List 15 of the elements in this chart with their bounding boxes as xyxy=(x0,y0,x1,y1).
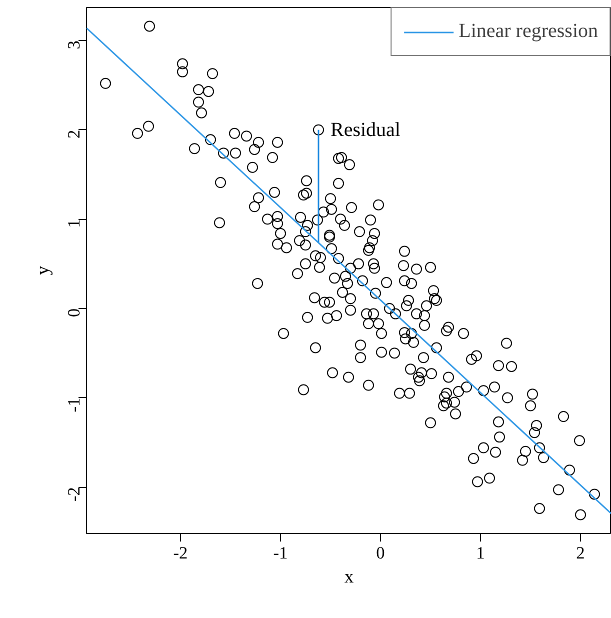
x-axis-title: x xyxy=(344,566,354,588)
y-tick-label: -1 xyxy=(64,398,84,412)
legend-label: Linear regression xyxy=(458,20,598,43)
x-tick-label: 1 xyxy=(476,544,485,562)
y-tick-label: 1 xyxy=(64,219,84,228)
y-axis-title: y xyxy=(32,265,54,276)
y-tick-label: 2 xyxy=(64,130,84,139)
y-tick-label: -2 xyxy=(64,487,84,502)
x-tick-label: -2 xyxy=(173,544,188,562)
y-tick-label: 0 xyxy=(64,308,84,318)
annotation: Residual xyxy=(330,118,401,141)
x-tick-label: 0 xyxy=(376,544,385,562)
y-tick-label: 3 xyxy=(64,40,84,50)
x-tick-label: 2 xyxy=(576,544,585,562)
x-tick-label: -1 xyxy=(273,544,288,562)
